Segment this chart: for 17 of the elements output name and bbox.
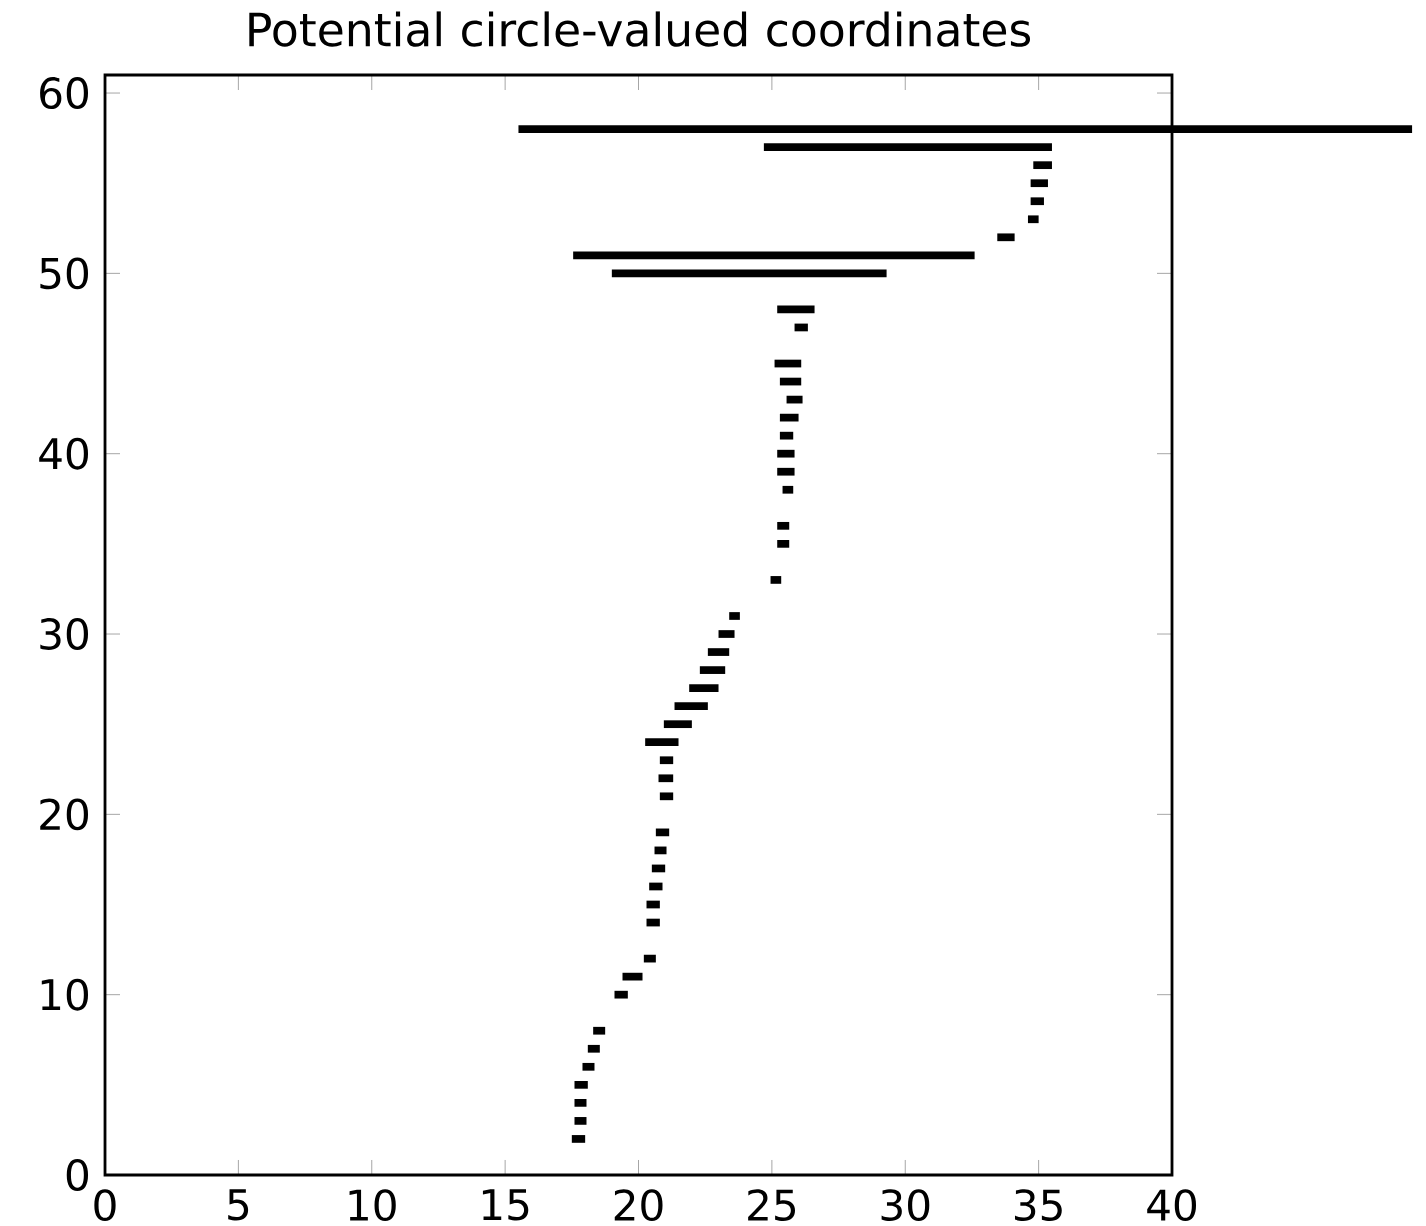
x-tick-label: 20 xyxy=(614,1189,663,1222)
y-tick-label: 50 xyxy=(40,257,89,290)
y-tick-label: 60 xyxy=(40,77,89,109)
x-tick-label: 30 xyxy=(881,1189,930,1222)
x-tick-label: 10 xyxy=(349,1189,396,1222)
x-tick-label: 35 xyxy=(1014,1189,1062,1222)
y-tick-label: 10 xyxy=(41,978,89,1011)
y-tick-label: 20 xyxy=(40,798,89,831)
y-tick-label: 40 xyxy=(39,437,89,470)
chart-title: Potential circle-valued coordinates xyxy=(249,11,1031,47)
y-tick-label: 30 xyxy=(40,618,89,650)
x-tick-label: 15 xyxy=(482,1189,529,1221)
x-tick-label: 5 xyxy=(228,1189,249,1221)
x-tick-label: 0 xyxy=(94,1189,116,1222)
x-tick-label: 25 xyxy=(748,1189,796,1222)
x-tick-label: 40 xyxy=(1147,1189,1197,1222)
y-tick-label: 0 xyxy=(66,1159,89,1191)
